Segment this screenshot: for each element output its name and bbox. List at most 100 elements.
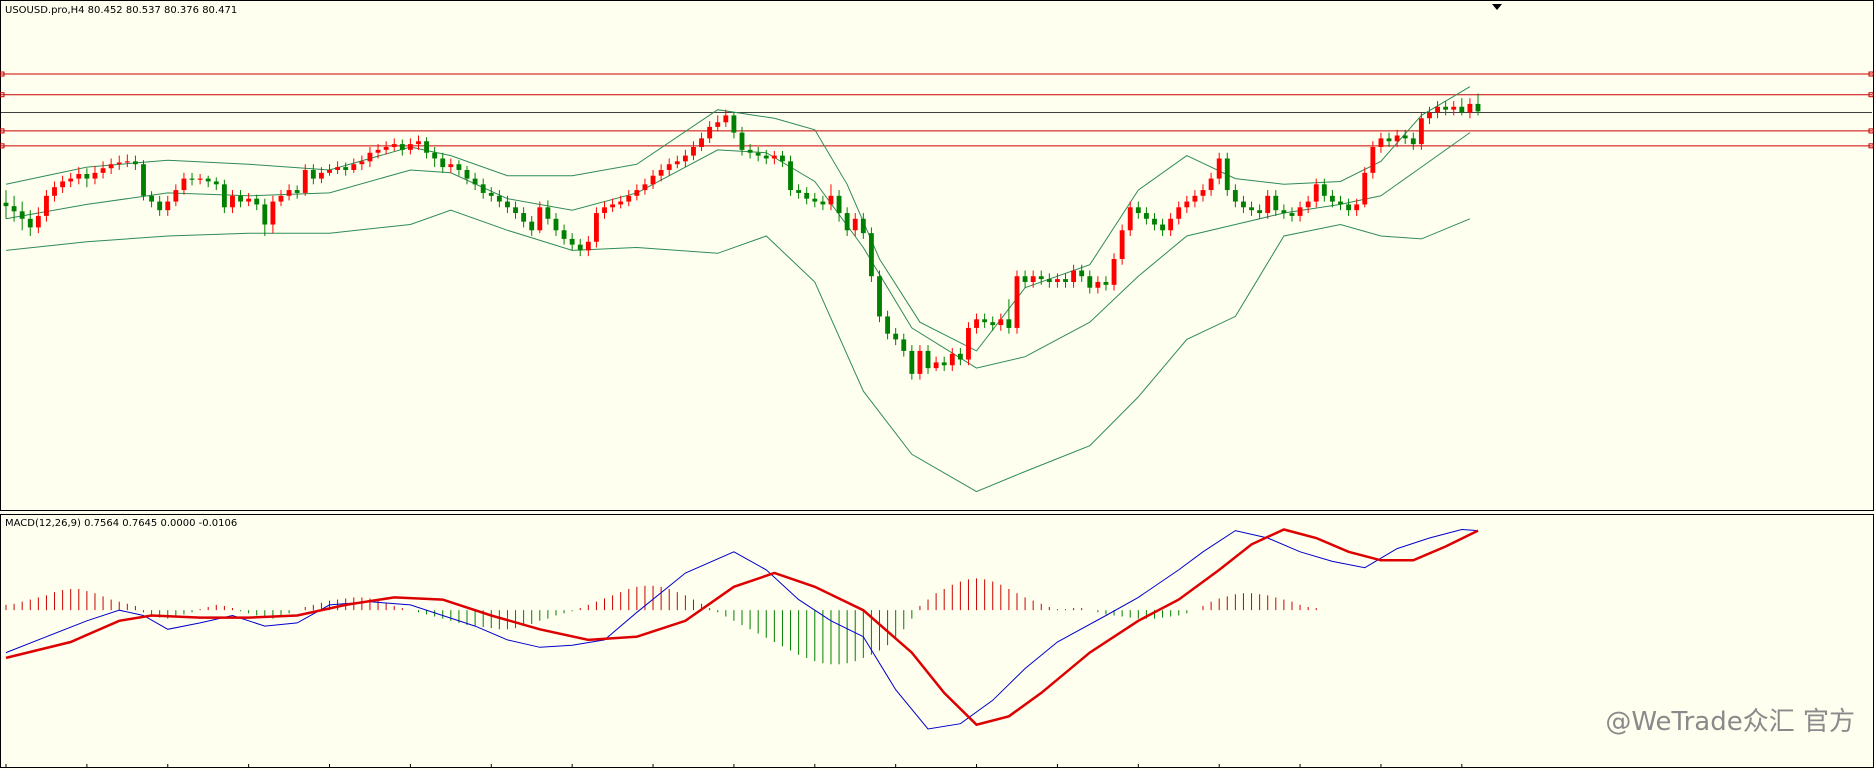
candle-body (310, 169, 316, 179)
candle-body (828, 195, 834, 205)
candle-body (707, 126, 713, 139)
level-handle-left[interactable] (0, 143, 5, 149)
bollinger-lower-line (5, 209, 1471, 493)
candle-body (747, 149, 753, 153)
candle-body (165, 201, 171, 211)
watermark: @WeTrade众汇 官方 (1605, 707, 1855, 737)
level-handle-right[interactable] (1868, 71, 1874, 77)
candle-body (1184, 201, 1190, 208)
candle-body (1135, 207, 1141, 214)
candle-body (1467, 103, 1473, 113)
candle-body (1111, 259, 1117, 285)
candle-body (270, 201, 276, 225)
candle-body (1079, 270, 1085, 277)
candle-body (941, 362, 947, 366)
candle-body (1435, 106, 1440, 113)
candle-body (642, 184, 648, 191)
candle-body (901, 339, 907, 351)
candle-body (375, 149, 381, 153)
candle-body (618, 201, 624, 205)
candle-body (1305, 201, 1311, 208)
candle-body (391, 144, 397, 147)
candle-body (917, 350, 923, 374)
level-handle-left[interactable] (0, 71, 5, 77)
candle-body (877, 276, 882, 317)
candle-body (1418, 118, 1424, 145)
candle-body (278, 195, 284, 202)
candle-body (197, 178, 203, 180)
candle-body (1095, 281, 1101, 288)
candle-body (472, 178, 478, 185)
candle-body (739, 132, 745, 150)
candle-body (456, 164, 462, 170)
level-handle-right[interactable] (1868, 92, 1874, 98)
candle-body (1152, 218, 1157, 225)
candle-body (1063, 279, 1068, 282)
candle-body (496, 195, 502, 202)
candle-body (1370, 146, 1376, 173)
candle-body (1459, 106, 1465, 113)
candle-body (966, 327, 971, 360)
candle-body (836, 195, 842, 214)
candle-body (780, 155, 785, 162)
candle-body (1443, 106, 1449, 110)
candle-body (351, 164, 357, 170)
candle-body (302, 169, 308, 193)
candle-body (626, 195, 632, 202)
candle-body (844, 213, 850, 231)
candle-body (1006, 319, 1012, 328)
candle-body (723, 115, 729, 123)
candle-body (1168, 218, 1174, 231)
candle-body (634, 190, 640, 196)
candle-body (464, 169, 470, 179)
candle-body (868, 233, 874, 277)
candle-body (982, 319, 988, 323)
macd-pane-header: MACD(12,26,9) 0.7564 0.7645 0.0000 -0.01… (5, 518, 237, 529)
candle-body (585, 241, 591, 251)
candle-body (925, 350, 931, 369)
candle-body (537, 207, 543, 231)
candle-body (230, 195, 235, 208)
candle-body (108, 164, 114, 169)
candle-body (1321, 184, 1327, 196)
candle-body (181, 178, 187, 191)
candle-body (1354, 204, 1360, 211)
signal-line (5, 528, 1479, 727)
candle-body (1241, 201, 1246, 208)
candle-body (933, 362, 939, 369)
candle-body (335, 167, 341, 170)
candle-body (1346, 204, 1352, 211)
candle-body (100, 168, 106, 173)
candle-body (1329, 195, 1335, 202)
level-handle-left[interactable] (0, 128, 5, 134)
candle-body (513, 207, 518, 214)
candle-body (327, 169, 332, 173)
candle-body (1338, 201, 1343, 205)
level-handle-right[interactable] (1868, 128, 1874, 134)
candle-body (1232, 190, 1238, 202)
candle-body (731, 115, 737, 133)
candle-body (1378, 138, 1384, 147)
candle-body (949, 353, 955, 366)
candle-body (521, 213, 527, 222)
candle-body (440, 158, 446, 168)
candle-body (1362, 172, 1368, 205)
candle-body (1386, 138, 1392, 142)
candle-body (1200, 190, 1206, 196)
candle-body (1257, 210, 1263, 214)
candle-body (974, 319, 979, 328)
candle-body (860, 218, 866, 234)
candle-body (755, 152, 761, 156)
bollinger-upper-line (5, 86, 1471, 352)
candle-body (238, 195, 243, 202)
chart-shift-marker-icon[interactable] (1492, 4, 1502, 10)
candle-body (1103, 281, 1109, 285)
level-handle-left[interactable] (0, 92, 5, 98)
level-handle-right[interactable] (1868, 143, 1874, 149)
candle-body (367, 152, 373, 162)
candle-body (885, 316, 891, 334)
candle-body (505, 201, 510, 208)
candle-body (424, 141, 429, 153)
